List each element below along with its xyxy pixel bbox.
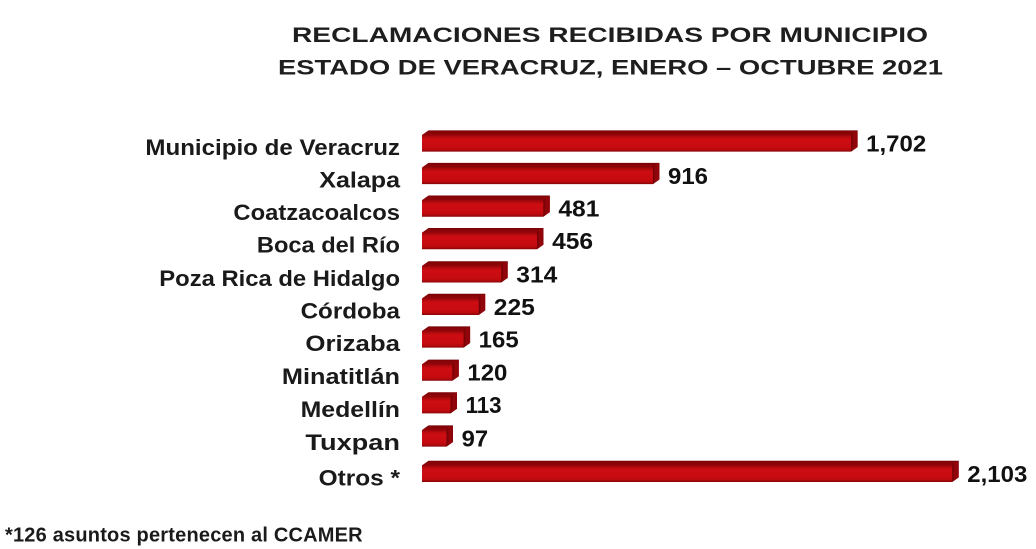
svg-text:225: 225 xyxy=(494,294,535,320)
svg-text:Otros *: Otros * xyxy=(319,465,401,490)
svg-text:2,103: 2,103 xyxy=(967,461,1027,487)
svg-text:Minatitlán: Minatitlán xyxy=(282,364,400,389)
svg-text:314: 314 xyxy=(516,261,557,287)
svg-text:Boca del Río: Boca del Río xyxy=(257,233,400,258)
svg-text:916: 916 xyxy=(668,163,708,189)
svg-text:*126 asuntos pertenecen al CCA: *126 asuntos pertenecen al CCAMER xyxy=(5,525,363,547)
svg-text:RECLAMACIONES RECIBIDAS POR MU: RECLAMACIONES RECIBIDAS POR MUNICIPIO xyxy=(292,24,928,47)
svg-text:456: 456 xyxy=(552,228,593,254)
svg-text:ESTADO DE VERACRUZ, ENERO – OC: ESTADO DE VERACRUZ, ENERO – OCTUBRE 2021 xyxy=(278,57,943,80)
svg-text:165: 165 xyxy=(479,326,519,352)
svg-text:481: 481 xyxy=(558,196,599,222)
svg-text:Xalapa: Xalapa xyxy=(319,168,401,193)
svg-text:1,702: 1,702 xyxy=(866,130,926,156)
svg-text:Poza Rica de Hidalgo: Poza Rica de Hidalgo xyxy=(159,266,400,291)
svg-text:97: 97 xyxy=(462,425,489,451)
svg-text:113: 113 xyxy=(466,392,502,418)
svg-text:Orizaba: Orizaba xyxy=(305,331,400,356)
svg-text:120: 120 xyxy=(467,360,507,386)
svg-text:Tuxpan: Tuxpan xyxy=(305,430,400,455)
svg-text:Córdoba: Córdoba xyxy=(301,298,401,323)
svg-text:Medellín: Medellín xyxy=(301,397,400,422)
svg-text:Coatzacoalcos: Coatzacoalcos xyxy=(233,200,400,225)
svg-text:Municipio de Veracruz: Municipio de Veracruz xyxy=(145,135,400,160)
